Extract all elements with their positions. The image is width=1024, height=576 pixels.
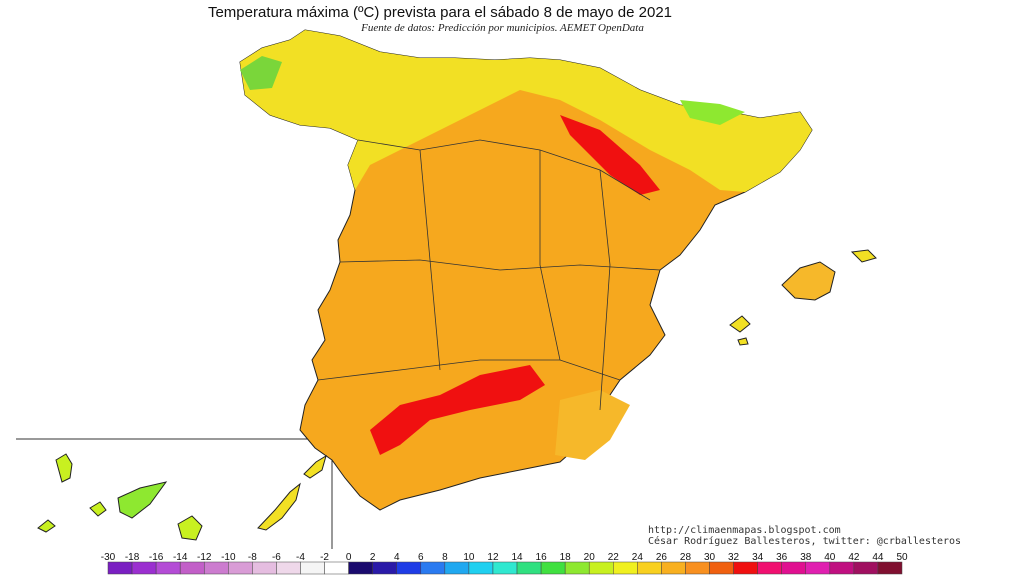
el-hierro-shape — [37, 519, 56, 533]
legend-label: -10 — [221, 552, 236, 563]
legend-swatch — [155, 561, 181, 575]
legend-swatch — [203, 561, 229, 575]
legend-label: 34 — [752, 552, 764, 563]
mallorca-shape — [781, 261, 836, 301]
legend-label: 2 — [370, 552, 376, 563]
legend-swatch — [228, 561, 253, 575]
legend-label: 24 — [632, 552, 644, 563]
ibiza-shape — [729, 315, 751, 333]
legend-swatch — [685, 561, 710, 575]
tenerife-shape — [117, 481, 168, 519]
legend-label: 28 — [680, 552, 692, 563]
legend-swatch — [372, 561, 397, 575]
legend-label: 38 — [800, 552, 812, 563]
legend-label: 30 — [704, 552, 716, 563]
author-credit: César Rodríguez Ballesteros, twitter: @c… — [648, 536, 962, 547]
legend-label: 36 — [776, 552, 788, 563]
legend-swatch — [252, 561, 277, 575]
legend-label: 32 — [728, 552, 740, 563]
legend-label: -16 — [149, 552, 164, 563]
legend-label: -8 — [248, 552, 257, 563]
legend-swatch — [661, 561, 686, 575]
guadalquivir-hot-zone — [370, 365, 545, 455]
map-title: Temperatura máxima (ºC) prevista para el… — [207, 4, 673, 21]
legend-label: 40 — [824, 552, 836, 563]
legend-swatch — [107, 561, 133, 575]
legend-label: 20 — [584, 552, 596, 563]
legend-swatch — [179, 561, 205, 575]
legend-swatch — [877, 561, 903, 575]
legend-label: 8 — [442, 552, 448, 563]
lanzarote-shape — [303, 454, 327, 479]
legend-swatch — [781, 561, 807, 575]
legend-swatch — [805, 561, 831, 575]
legend-swatch — [613, 561, 638, 575]
legend-label: 44 — [872, 552, 884, 563]
legend-label: 42 — [848, 552, 860, 563]
legend-label: 14 — [511, 552, 523, 563]
legend-swatch — [324, 561, 349, 575]
legend-swatch — [131, 561, 157, 575]
legend-swatch — [348, 561, 373, 575]
fuerteventura-shape — [257, 482, 301, 531]
la-gomera-shape — [89, 501, 107, 517]
gran-canaria-shape — [177, 515, 203, 541]
legend-swatch — [540, 561, 566, 575]
southeast-cooler-zone — [555, 390, 630, 460]
north-cool-zone — [240, 30, 812, 192]
legend-label: 22 — [608, 552, 620, 563]
legend-label: -6 — [272, 552, 281, 563]
menorca-shape — [850, 249, 877, 263]
legend-label: 16 — [536, 552, 548, 563]
legend-label: 6 — [418, 552, 424, 563]
legend-swatch — [588, 561, 614, 575]
legend-label: -18 — [125, 552, 140, 563]
legend-label: 10 — [463, 552, 475, 563]
legend-swatch — [733, 561, 758, 575]
legend-swatch — [757, 561, 782, 575]
legend-swatch — [516, 561, 542, 575]
legend-label: 12 — [487, 552, 499, 563]
legend-swatch — [829, 561, 855, 575]
legend-swatch — [564, 561, 590, 575]
legend-swatch — [276, 561, 301, 575]
legend-label: -2 — [320, 552, 329, 563]
legend-swatch — [637, 561, 662, 575]
legend-swatch — [300, 561, 325, 575]
galicia-green-zone — [240, 56, 282, 90]
website-credit: http://climaenmapas.blogspot.com — [648, 525, 841, 536]
cantabrian-green-zone — [680, 100, 745, 125]
legend-label: 18 — [560, 552, 572, 563]
formentera-shape — [737, 337, 749, 346]
legend-label: 26 — [656, 552, 668, 563]
legend-swatch — [492, 561, 518, 575]
legend-swatch — [444, 561, 470, 575]
legend-swatch — [709, 561, 734, 575]
legend-swatch — [420, 561, 446, 575]
legend-label: -14 — [173, 552, 188, 563]
legend-swatch — [468, 561, 494, 575]
region-borders — [317, 139, 661, 411]
legend-swatch — [396, 561, 422, 575]
ebro-hot-zone — [560, 115, 660, 195]
legend-label: -30 — [101, 552, 116, 563]
legend-label: -12 — [197, 552, 212, 563]
legend-label: 4 — [394, 552, 400, 563]
legend-label: 0 — [346, 552, 352, 563]
data-source: Fuente de datos: Predicción por municipi… — [361, 22, 644, 34]
legend-label: -4 — [296, 552, 305, 563]
legend-swatch — [853, 561, 879, 575]
legend-label: 50 — [896, 552, 908, 563]
la-palma-shape — [55, 453, 73, 483]
